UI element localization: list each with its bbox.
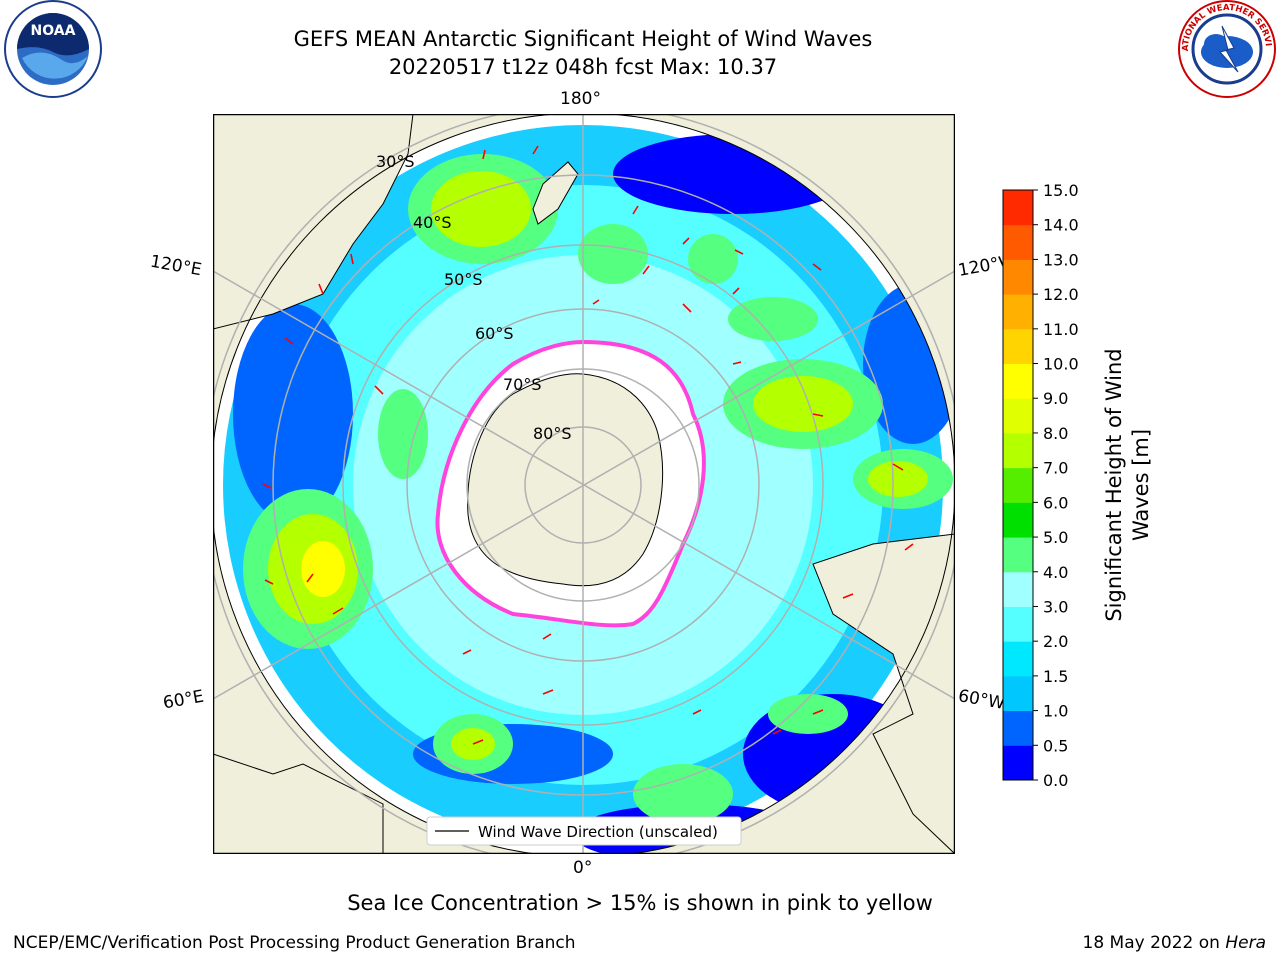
lat-label-70s: 70°S — [503, 375, 542, 394]
lon-label-0: 0° — [573, 858, 593, 878]
colorbar-label-line2: Waves [m] — [1129, 428, 1153, 542]
lat-label-40s: 40°S — [413, 213, 452, 232]
colorbar-segment — [1003, 502, 1033, 538]
colorbar-tick-label: 4.0 — [1043, 563, 1068, 582]
colorbar-tick-label: 9.0 — [1043, 389, 1068, 408]
colorbar-segment — [1003, 224, 1033, 260]
colorbar-tick-label: 13.0 — [1043, 250, 1079, 269]
chart-title: GEFS MEAN Antarctic Significant Height o… — [293, 27, 873, 51]
footer-right: 18 May 2022 on Hera — [1083, 933, 1267, 953]
lat-label-30s: 30°S — [376, 152, 415, 171]
wind-wave-arrows — [262, 145, 914, 745]
colorbar-segment — [1003, 190, 1033, 226]
colorbar-tick-label: 10.0 — [1043, 355, 1079, 374]
colorbar-tick-label: 3.0 — [1043, 597, 1068, 616]
footer-date: 18 May 2022 on — [1082, 933, 1226, 953]
colorbar-tick-label: 6.0 — [1043, 493, 1068, 512]
colorbar-segment — [1003, 467, 1033, 503]
colorbar-tick-label: 8.0 — [1043, 424, 1068, 443]
graticule — [213, 114, 955, 854]
colorbar-segment — [1003, 398, 1033, 434]
colorbar-segment — [1003, 641, 1033, 677]
colorbar-tick-label: 0.0 — [1043, 771, 1068, 790]
colorbar: 0.0 0.5 1.0 1.5 2.0 3.0 4.0 5.0 6.0 7.0 8.0 9.0 10.0… — [1002, 181, 1079, 790]
colorbar-tick-label: 12.0 — [1043, 285, 1079, 304]
noaa-logo: NOAA — [4, 0, 102, 98]
noaa-logo-text: NOAA — [31, 23, 76, 39]
lat-label-50s: 50°S — [444, 270, 483, 289]
colorbar-segment — [1003, 432, 1033, 469]
legend-box — [426, 816, 742, 846]
lon-label-120e: 120°E — [148, 251, 204, 281]
colorbar-tick-label: 0.5 — [1043, 736, 1068, 755]
nws-logo: NATIONAL WEATHER SERVICE — [1176, 0, 1276, 98]
map-frame — [213, 114, 955, 854]
colorbar-tick-label: 5.0 — [1043, 528, 1068, 547]
sea-ice-caption: Sea Ice Concentration > 15% is shown in … — [347, 891, 933, 915]
colorbar-segment — [1003, 745, 1033, 781]
colorbar-label-line1: Significant Height of Wind — [1102, 348, 1126, 622]
colorbar-segment — [1003, 675, 1033, 712]
colorbar-segment — [1003, 328, 1033, 365]
footer-host: Hera — [1225, 933, 1266, 953]
colorbar-segment — [1003, 710, 1033, 746]
chart-subtitle: 20220517 t12z 048h fcst Max: 10.37 — [388, 55, 778, 79]
colorbar-frame — [1002, 189, 1034, 781]
new-zealand-land — [532, 161, 579, 225]
footer-left: NCEP/EMC/Verification Post Processing Pr… — [13, 933, 576, 953]
colorbar-tick-label: 1.0 — [1043, 702, 1068, 721]
colorbar-tick-label: 1.5 — [1043, 667, 1068, 686]
colorbar-segment — [1003, 259, 1033, 295]
africa-land — [213, 753, 384, 854]
colorbar-tick-label: 15.0 — [1043, 181, 1079, 200]
australia-land — [213, 114, 414, 330]
colorbar-segment — [1003, 537, 1033, 573]
lon-label-180: 180° — [560, 89, 601, 109]
legend-label: Wind Wave Direction (unscaled) — [478, 823, 718, 841]
colorbar-segment — [1003, 571, 1033, 607]
lat-label-80s: 80°S — [533, 424, 572, 443]
colorbar-segment — [1003, 363, 1033, 399]
colorbar-segment — [1003, 294, 1033, 330]
polar-map: Wind Wave Direction (unscaled) — [213, 114, 955, 854]
lon-label-60e: 60°E — [161, 686, 206, 714]
colorbar-tick-label: 14.0 — [1043, 216, 1079, 235]
colorbar-tick-label: 2.0 — [1043, 632, 1068, 651]
lat-label-60s: 60°S — [475, 324, 514, 343]
colorbar-segment — [1003, 606, 1033, 642]
colorbar-tick-label: 11.0 — [1043, 320, 1079, 339]
colorbar-tick-label: 7.0 — [1043, 459, 1068, 478]
south-america-land — [812, 533, 955, 854]
antarctica-land — [467, 373, 664, 587]
